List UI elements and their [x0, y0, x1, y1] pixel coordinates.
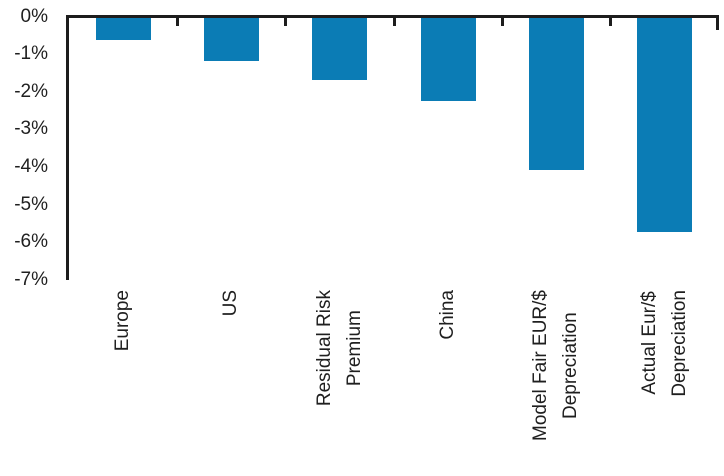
bar-slot: [177, 18, 285, 281]
plot-area: [69, 18, 719, 281]
y-tick-label: -1%: [14, 43, 48, 65]
x-category-label: Actual Eur/$ Depreciation: [638, 290, 690, 397]
bar-slot: [502, 18, 610, 281]
bar-slot: [69, 18, 177, 281]
x-axis-line: [66, 15, 719, 18]
bar: [528, 18, 584, 171]
bar: [95, 18, 151, 41]
y-axis-line: [66, 15, 69, 280]
x-category-label: Europe: [112, 290, 134, 352]
axis-tick: [716, 18, 719, 30]
y-tick-label: -7%: [14, 268, 48, 290]
bar-slot: [611, 18, 719, 281]
axis-tick: [284, 18, 288, 26]
bar: [203, 18, 259, 62]
x-label-slot: Residual Risk Premium: [286, 290, 394, 476]
axis-tick: [609, 18, 613, 26]
x-category-label: US: [220, 290, 242, 317]
x-label-slot: Europe: [69, 290, 177, 476]
x-label-slot: China: [394, 290, 502, 476]
axis-tick: [175, 18, 179, 26]
bar-slot: [286, 18, 394, 281]
x-category-label: Model Fair EUR/$ Depreciation: [530, 290, 582, 441]
x-category-label: Residual Risk Premium: [313, 290, 365, 407]
y-tick-label: -3%: [14, 118, 48, 140]
y-tick-label: -5%: [14, 193, 48, 215]
axis-tick: [500, 18, 504, 26]
axis-tick: [392, 18, 396, 26]
y-tick-label: -4%: [14, 156, 48, 178]
x-category-label: China: [437, 290, 459, 340]
y-tick-label: -2%: [14, 80, 48, 102]
bar: [637, 18, 693, 233]
bar-slot: [394, 18, 502, 281]
x-label-slot: Model Fair EUR/$ Depreciation: [502, 290, 610, 476]
y-tick-label: -6%: [14, 231, 48, 253]
bar: [420, 18, 476, 101]
x-label-slot: US: [177, 290, 285, 476]
bar: [312, 18, 368, 80]
x-axis-category-labels: Europe US Residual Risk Premium China Model …: [69, 290, 719, 476]
x-label-slot: Actual Eur/$ Depreciation: [611, 290, 719, 476]
y-tick-label: 0%: [20, 5, 48, 27]
